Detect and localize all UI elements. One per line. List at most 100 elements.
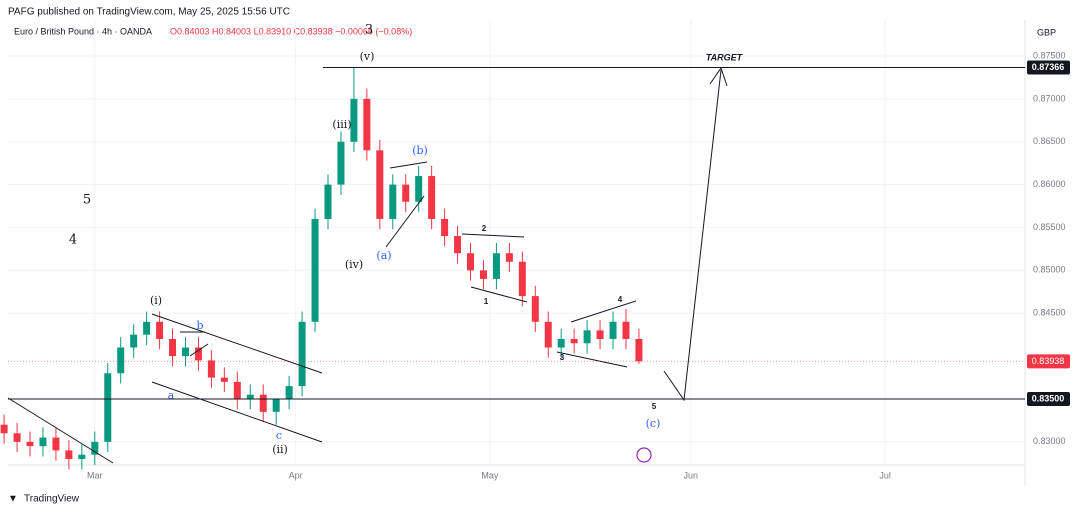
candle-body [117,347,125,374]
candle-body [285,386,293,399]
wave-label: 1 [484,297,489,306]
candle-body [156,321,164,339]
candle-body [505,253,513,262]
trendline [389,161,428,169]
ohlc: O0.84003 H0.84003 L0.83910 C0.83938 −0.0… [170,26,412,36]
y-tick-label: 0.85500 [1033,222,1066,232]
y-tick-label: 0.86500 [1033,136,1066,146]
candle-body [91,441,99,455]
wave-label: 5 [83,193,91,208]
y-tick-label: 0.87500 [1033,50,1066,60]
candle-body [324,184,332,219]
trendline [189,343,209,357]
candle-body [337,141,345,185]
wave-label: (b) [412,144,428,157]
candle-body [363,98,371,151]
wave-label: (v) [360,50,375,63]
candle-body [570,338,578,344]
candle-body [65,450,73,459]
candle-body [194,347,202,361]
candle-body [544,321,552,348]
candle-body [467,253,475,271]
candle-body [415,176,423,202]
candle-body [233,381,241,399]
grid [8,20,1025,465]
candle-body [311,218,319,322]
candle-body [259,394,267,412]
level-box [1027,391,1070,406]
wave-label: (ii) [272,443,288,456]
candle-body [39,437,47,447]
candle-body [635,338,643,362]
candle-body [0,424,8,434]
wave-label: 3 [560,353,565,362]
candle-body [454,236,462,254]
trendline [151,313,323,374]
wave-label: (c) [646,417,661,430]
projection-arrow [663,69,722,402]
candle-body [26,441,34,447]
x-tick-label: Jun [683,470,698,480]
wave-label: c [276,429,282,442]
y-tick-label: 0.86000 [1033,179,1066,189]
candle-body [246,394,254,399]
wave-label: 4 [69,233,77,248]
wave-label: (iv) [345,258,363,271]
trendlines [7,66,728,464]
wave-label: 2 [482,224,487,233]
y-tick-label: 0.84500 [1033,308,1066,318]
trendline [151,381,323,443]
wave-label: (iii) [332,118,351,131]
candle-body [441,218,449,237]
y-tick-label: 0.85000 [1033,265,1066,275]
wave-label: a [168,389,175,402]
brand: TradingView [24,494,80,505]
x-tick-label: May [481,470,499,480]
symbol: Euro / British Pound · 4h · OANDA [14,26,152,36]
candle-body [130,334,138,348]
candle-body [492,253,500,279]
x-tick-label: Apr [289,470,303,480]
candle-body [531,296,539,322]
x-tick-label: Jul [879,470,891,480]
wave-labels: 3 5 4 (v) (iii) (iv) (b) (a) 2 1 4 3 5 (… [69,23,744,457]
candle-body [479,270,487,279]
target-label: TARGET [706,52,744,62]
candle-body [596,330,604,339]
level-label: 0.83500 [1032,393,1065,403]
brand: ▼ [8,494,18,505]
candle-body [518,261,526,297]
wave-label: 3 [365,23,373,38]
trendline [570,300,637,323]
candle-body [376,150,384,219]
wave-label: (a) [376,249,391,262]
x-tick-label: Mar [87,470,103,480]
candle-body [220,377,228,382]
trendline [461,233,525,238]
candle-body [181,347,189,357]
currency: GBP [1037,27,1056,37]
candle-body [272,398,280,412]
level-box [1027,60,1070,75]
y-tick-label: 0.83000 [1033,436,1066,446]
candle-body [557,338,565,348]
candles [0,68,643,470]
last-price-box [1027,354,1070,369]
candle-body [78,454,86,459]
candle-body [622,321,630,339]
level-label: 0.87366 [1032,62,1065,72]
trendline [7,397,114,464]
candle-body [583,330,591,344]
candle-body [207,360,215,378]
candle-body [402,184,410,202]
trendline [385,195,425,248]
event-icon[interactable] [636,447,652,463]
candle-body [609,321,617,339]
candle-body [13,433,21,442]
trendline [556,351,628,368]
candle-body [52,437,60,451]
candle-body [298,321,306,387]
y-tick-label: 0.87000 [1033,93,1066,103]
